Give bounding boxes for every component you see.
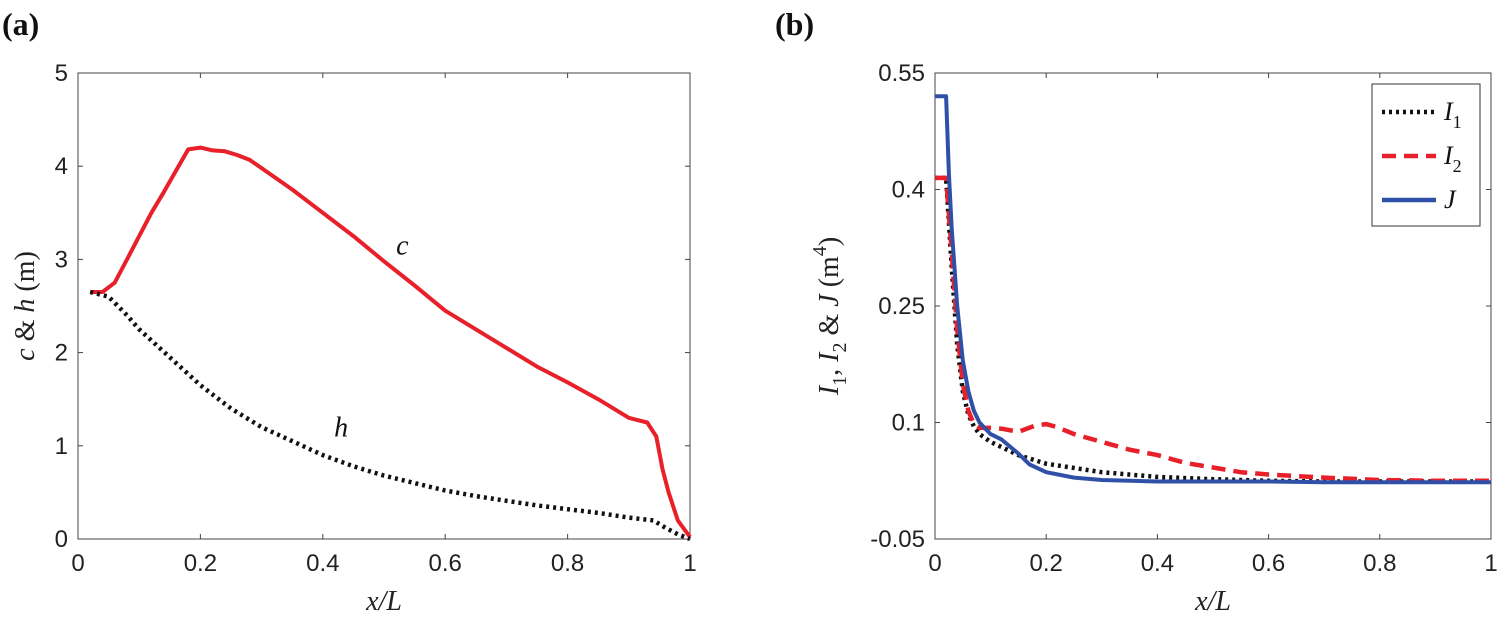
y-tick-label: 4 <box>55 153 68 180</box>
x-tick-label: 0.2 <box>1030 550 1063 577</box>
y-tick-label: 0.1 <box>892 410 925 437</box>
series-line-h <box>89 289 691 542</box>
panel-b-legend: I1 I2 J <box>1371 83 1481 227</box>
y-tick-label: 5 <box>55 60 68 87</box>
panel-a-ticks: 0 0.2 0.4 0.6 0.8 1 0 1 2 3 4 5 <box>55 60 697 577</box>
legend-label: I1 <box>1443 97 1462 132</box>
legend-label: I2 <box>1443 141 1462 176</box>
ylabel-i1-sub: 1 <box>829 376 851 386</box>
panel-a-annotations: ch <box>334 231 409 444</box>
panel-a-ylabel: c & h (m) <box>10 251 41 361</box>
panel-a-frame <box>77 72 691 540</box>
x-tick-label: 0.8 <box>551 550 584 577</box>
panel-a-lines <box>89 145 692 542</box>
ylabel-sup: 4 <box>809 246 831 256</box>
curve-label-h: h <box>334 412 348 443</box>
x-tick-label: 0.8 <box>1363 550 1396 577</box>
ylabel-j: J <box>814 293 845 307</box>
panel-b-ticks: 0 0.2 0.4 0.6 0.8 1 -0.05 0.1 0.25 0.4 0.55 <box>870 60 1497 577</box>
ylabel-h: h <box>10 299 41 313</box>
series-line-i2 <box>935 175 1491 484</box>
panel-b: (b) 0 0.2 0.4 0.6 0.8 1 -0.05 0.1 0.25 0.4 0.55 x/… <box>775 6 1498 617</box>
y-tick-label: 0.25 <box>878 293 925 320</box>
x-tick-label: 1 <box>683 550 696 577</box>
panel-a-label: (a) <box>2 6 39 42</box>
x-tick-label: 0 <box>71 550 84 577</box>
curve-label-c: c <box>396 231 409 262</box>
ylabel-c: c <box>10 348 41 361</box>
y-tick-label: 2 <box>55 340 68 367</box>
series-line-j <box>935 94 1491 485</box>
x-tick-label: 0 <box>928 550 941 577</box>
x-tick-label: 0.6 <box>429 550 462 577</box>
legend-label: J <box>1444 185 1457 214</box>
ylabel-i1: I <box>814 384 845 396</box>
ylabel-amp: & <box>10 313 41 349</box>
panel-b-ylabel: I1, I2 & J (m4) <box>809 237 851 396</box>
ylabel-unit: (m) <box>10 251 41 298</box>
series-line-c <box>90 145 692 539</box>
x-tick-label: 0.2 <box>184 550 217 577</box>
y-tick-label: 0 <box>55 526 68 553</box>
y-tick-label: -0.05 <box>870 526 925 553</box>
panel-b-xlabel: x/L <box>1194 586 1231 617</box>
x-tick-label: 0.6 <box>1252 550 1285 577</box>
x-tick-label: 0.4 <box>1141 550 1174 577</box>
y-tick-label: 3 <box>55 246 68 273</box>
panel-b-label: (b) <box>775 6 814 42</box>
ylabel-i2: I <box>814 351 845 363</box>
ylabel-i2-sub: 2 <box>829 343 851 353</box>
ylabel-unit2: (m <box>814 256 845 294</box>
ylabel-amp2: & <box>814 307 845 343</box>
panel-a-xlabel: x/L <box>365 586 402 617</box>
y-tick-label: 0.4 <box>892 177 925 204</box>
ylabel-comma: , <box>814 362 845 376</box>
y-tick-label: 1 <box>55 433 68 460</box>
x-tick-label: 0.4 <box>306 550 339 577</box>
ylabel-close: ) <box>814 237 845 246</box>
y-tick-label: 0.55 <box>878 60 925 87</box>
panel-b-lines <box>935 94 1491 485</box>
x-tick-label: 1 <box>1484 550 1497 577</box>
